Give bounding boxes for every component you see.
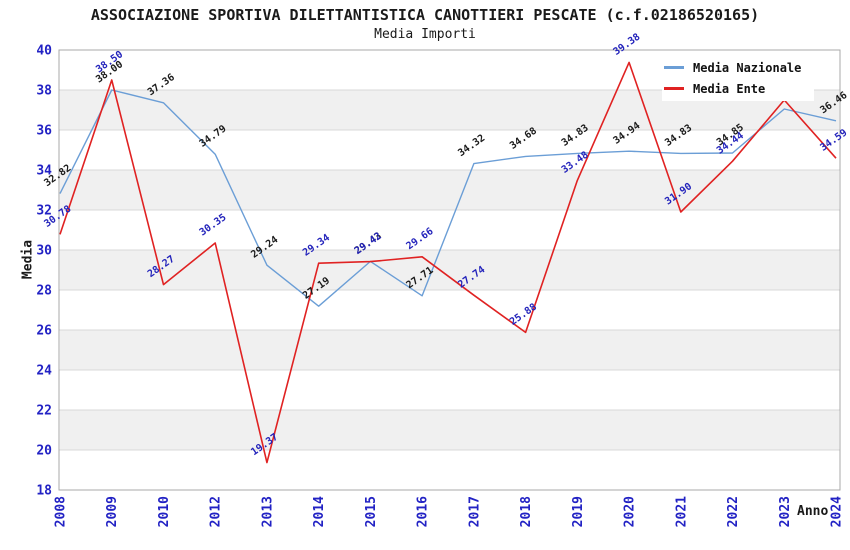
x-tick-label: 2013 — [260, 496, 275, 527]
plot-border — [58, 49, 841, 491]
y-tick-label: 40 — [36, 44, 52, 59]
y-tick-label: 20 — [36, 444, 52, 459]
x-tick-label: 2019 — [571, 496, 586, 527]
y-tick-label: 18 — [36, 484, 52, 499]
x-tick-label: 2009 — [105, 496, 120, 527]
y-tick-label: 26 — [36, 324, 52, 339]
data-point-label: 25.88 — [508, 302, 539, 328]
grid-band — [60, 170, 839, 210]
data-point-label: 34.32 — [456, 133, 487, 159]
series-line-ente — [59, 61, 837, 464]
y-tick-label: 28 — [36, 284, 52, 299]
series-line-nazionale — [59, 89, 837, 307]
legend-item-media-nazionale: Media Nazionale — [664, 57, 814, 78]
x-tick-label: 2010 — [157, 496, 172, 527]
y-tick-label: 32 — [36, 204, 52, 219]
y-tick-label: 24 — [36, 364, 52, 379]
data-point-label: 30.35 — [198, 212, 229, 238]
grid-band — [60, 410, 839, 450]
legend-swatch-nazionale-icon — [664, 66, 684, 69]
x-tick-label: 2008 — [54, 496, 69, 527]
legend-swatch-ente-icon — [664, 87, 684, 90]
x-tick-label: 2024 — [830, 496, 845, 527]
y-tick-label: 22 — [36, 404, 52, 419]
y-tick-label: 36 — [36, 124, 52, 139]
x-tick-label: 2018 — [519, 496, 534, 527]
y-tick-label: 30 — [36, 244, 52, 259]
y-tick-label: 38 — [36, 84, 52, 99]
data-point-label: 34.59 — [818, 127, 849, 153]
grid-band — [60, 250, 839, 290]
x-tick-label: 2023 — [778, 496, 793, 527]
x-tick-label: 2022 — [726, 496, 741, 527]
data-point-label: 29.66 — [405, 226, 436, 252]
x-axis-title: Anno — [797, 504, 829, 519]
legend-label-ente: Media Ente — [693, 81, 766, 96]
y-tick-label: 34 — [36, 164, 52, 179]
grid-band — [60, 330, 839, 370]
data-point-label: 39.38 — [611, 32, 642, 58]
x-tick-label: 2020 — [623, 496, 638, 527]
chart-subtitle: Media Importi — [374, 27, 476, 42]
chart-title: ASSOCIAZIONE SPORTIVA DILETTANTISTICA CA… — [90, 6, 760, 24]
legend-item-media-ente: Media Ente — [664, 78, 814, 99]
x-tick-label: 2021 — [674, 496, 689, 527]
legend: Media Nazionale Media Ente — [662, 55, 814, 101]
x-tick-label: 2014 — [312, 496, 327, 527]
x-tick-label: 2017 — [467, 496, 482, 527]
x-tick-label: 2015 — [364, 496, 379, 527]
x-tick-label: 2016 — [416, 496, 431, 527]
legend-label-nazionale: Media Nazionale — [693, 60, 802, 75]
x-tick-label: 2012 — [209, 496, 224, 527]
